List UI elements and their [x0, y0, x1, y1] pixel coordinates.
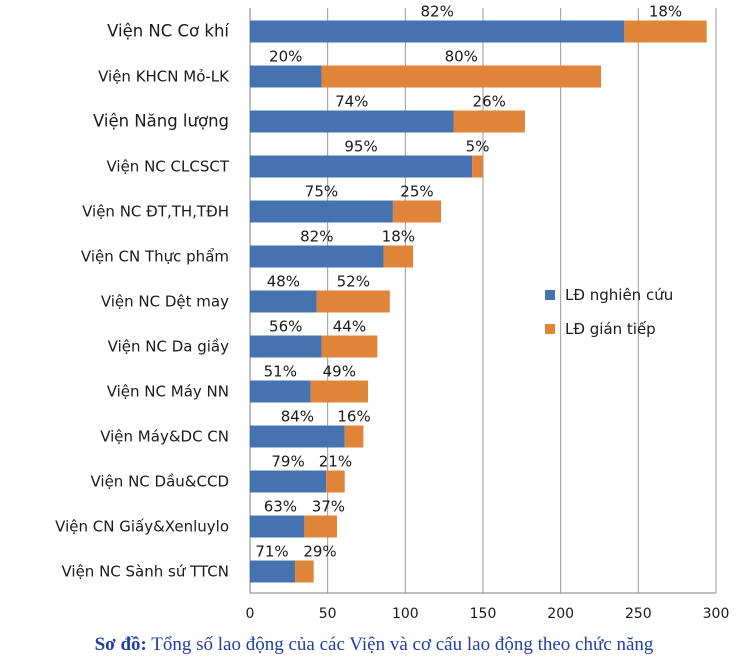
bar-indirect: [310, 380, 369, 403]
x-tick-label: 150: [470, 606, 497, 622]
percent-label-research: 84%: [281, 408, 314, 426]
legend: LĐ nghiên cứu LĐ gián tiếp: [545, 286, 673, 338]
category-label: Viện Năng lượng: [93, 112, 229, 131]
bar-indirect: [321, 65, 602, 88]
percent-label-indirect: 18%: [382, 228, 415, 246]
percent-label-research: 95%: [344, 138, 377, 156]
category-label: Viện NC Cơ khí: [107, 22, 230, 41]
bar-research: [250, 290, 317, 313]
x-tick-label: 100: [392, 606, 419, 622]
percent-label-research: 71%: [255, 543, 288, 561]
category-label: Viện NC Dầu&CCD: [90, 473, 229, 491]
x-tick-label: 200: [547, 606, 574, 622]
percent-label-indirect: 21%: [319, 453, 352, 471]
category-labels: Viện NC Cơ khí Viện KHCN Mỏ-LK Viện Năng l…: [55, 22, 230, 581]
percent-label-indirect: 16%: [337, 408, 370, 426]
bar-research: [250, 335, 322, 358]
bar-indirect: [453, 110, 525, 133]
category-label: Viện Máy&DC CN: [100, 428, 229, 446]
percent-label-research: 82%: [300, 228, 333, 246]
bar-indirect: [383, 245, 414, 268]
x-tick-label: 0: [246, 606, 255, 622]
category-label: Viện NC Máy NN: [107, 383, 229, 401]
bar-research: [250, 155, 473, 178]
bar-indirect: [392, 200, 442, 223]
bar-research: [250, 245, 384, 268]
bar-indirect: [326, 470, 345, 493]
legend-label: LĐ gián tiếp: [565, 320, 656, 338]
percent-label-indirect: 44%: [333, 318, 366, 336]
percent-label-indirect: 37%: [312, 498, 345, 516]
legend-label: LĐ nghiên cứu: [565, 286, 673, 304]
category-label: Viện NC Sành sứ TTCN: [61, 563, 229, 581]
percent-label-research: 82%: [421, 3, 454, 21]
percent-label-indirect: 52%: [337, 273, 370, 291]
legend-swatch: [545, 324, 555, 334]
category-label: Viện CN Giấy&Xenluylo: [55, 518, 229, 536]
x-tick-label: 250: [625, 606, 652, 622]
percent-label-research: 74%: [335, 93, 368, 111]
percent-labels: 82% 18% 20% 80% 74% 26% 95% 5% 75% 25% 82% 18% 48% 52…: [255, 3, 682, 561]
percent-label-indirect: 25%: [400, 183, 433, 201]
bar-research: [250, 20, 625, 43]
x-tick-label: 50: [319, 606, 337, 622]
percent-label-indirect: 49%: [323, 363, 356, 381]
chart-caption: Sơ đồ: Tổng số lao động của các Viện và …: [0, 634, 748, 656]
bar-indirect: [344, 425, 364, 448]
category-label: Viện NC ĐT,TH,TĐH: [82, 203, 229, 221]
bar-research: [250, 560, 296, 583]
bar-indirect: [472, 155, 483, 178]
stacked-bar-chart: 82% 18% 20% 80% 74% 26% 95% 5% 75% 25% 82% 18% 48% 52…: [55, 3, 730, 623]
bar-indirect: [295, 560, 314, 583]
percent-label-research: 51%: [264, 363, 297, 381]
caption-prefix: Sơ đồ:: [94, 634, 147, 655]
bar-research: [250, 200, 393, 223]
x-axis-tick-labels: 0 50 100 150 200 250 300: [246, 606, 730, 622]
percent-label-indirect: 80%: [445, 48, 478, 66]
category-label: Viện NC CLCSCT: [106, 158, 229, 176]
bar-research: [250, 65, 322, 88]
bar-research: [250, 470, 327, 493]
percent-label-indirect: 26%: [473, 93, 506, 111]
category-label: Viện NC Dệt may: [101, 293, 229, 311]
percent-label-indirect: 18%: [649, 3, 682, 21]
percent-label-indirect: 29%: [303, 543, 336, 561]
percent-label-indirect: 5%: [466, 138, 490, 156]
gridlines: [249, 8, 717, 594]
bar-indirect: [624, 20, 707, 43]
percent-label-research: 56%: [269, 318, 302, 336]
bar-indirect: [321, 335, 378, 358]
x-tick-label: 300: [703, 606, 730, 622]
percent-label-research: 75%: [305, 183, 338, 201]
caption-text: Tổng số lao động của các Viện và cơ cấu …: [146, 634, 654, 655]
bar-indirect: [316, 290, 390, 313]
bar-research: [250, 515, 305, 538]
percent-label-research: 48%: [267, 273, 300, 291]
category-label: Viện NC Da giầy: [108, 338, 229, 356]
percent-label-research: 63%: [264, 498, 297, 516]
category-label: Viện CN Thực phẩm: [81, 248, 229, 266]
bars: [250, 20, 707, 583]
category-label: Viện KHCN Mỏ-LK: [98, 68, 230, 86]
legend-swatch: [545, 290, 555, 300]
bar-indirect: [304, 515, 337, 538]
bar-research: [250, 380, 311, 403]
percent-label-research: 79%: [271, 453, 304, 471]
bar-research: [250, 110, 454, 133]
percent-label-research: 20%: [269, 48, 302, 66]
bar-research: [250, 425, 345, 448]
